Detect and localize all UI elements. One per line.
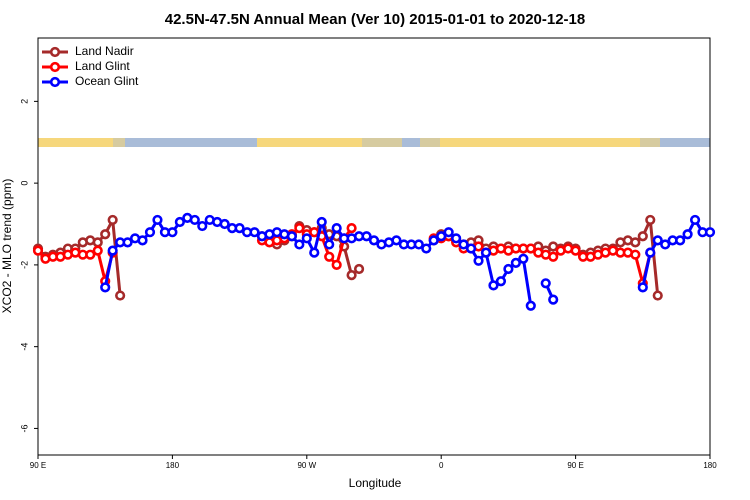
y-axis-label: XCO2 - MLO trend (ppm) bbox=[0, 179, 14, 314]
data-point bbox=[630, 237, 641, 248]
y-tick-label: 0 bbox=[19, 181, 29, 186]
data-point bbox=[32, 245, 44, 256]
data-point bbox=[518, 253, 529, 264]
x-axis-label: Longitude bbox=[349, 476, 402, 490]
x-tick-label: 90 W bbox=[297, 461, 316, 470]
data-point bbox=[391, 235, 402, 246]
data-point bbox=[167, 227, 178, 238]
data-point bbox=[428, 235, 439, 246]
data-point bbox=[645, 247, 656, 258]
x-tick-label: 180 bbox=[166, 461, 180, 470]
x-tick-label: 0 bbox=[439, 461, 444, 470]
data-point bbox=[637, 231, 648, 242]
data-point bbox=[85, 249, 96, 260]
x-tick-label: 90 E bbox=[567, 461, 583, 470]
data-point bbox=[316, 216, 327, 228]
legend-marker bbox=[49, 46, 61, 58]
data-point bbox=[324, 239, 335, 250]
data-point bbox=[152, 214, 163, 226]
data-point bbox=[436, 231, 447, 242]
data-point bbox=[495, 276, 507, 287]
data-point bbox=[540, 278, 551, 289]
x-tick-label: 180 bbox=[703, 461, 717, 470]
y-tick-label: -6 bbox=[19, 424, 29, 432]
data-point bbox=[301, 233, 312, 244]
data-point bbox=[704, 227, 716, 238]
data-point bbox=[353, 263, 365, 275]
data-point bbox=[249, 227, 260, 238]
data-point bbox=[324, 251, 335, 262]
data-point bbox=[294, 223, 305, 234]
y-tick-label: 2 bbox=[19, 99, 29, 104]
data-point bbox=[548, 251, 559, 262]
data-point bbox=[294, 239, 305, 250]
legend-marker bbox=[49, 76, 61, 88]
legend-label: Land Nadir bbox=[75, 44, 134, 58]
data-point bbox=[525, 300, 536, 311]
data-point bbox=[630, 249, 641, 260]
data-point bbox=[548, 294, 559, 305]
data-point bbox=[570, 245, 581, 256]
y-tick-label: -4 bbox=[19, 343, 29, 351]
data-point bbox=[652, 290, 663, 301]
data-point bbox=[361, 231, 372, 242]
series-line bbox=[103, 216, 710, 307]
data-point bbox=[458, 239, 469, 250]
data-point bbox=[421, 243, 432, 254]
map-strip bbox=[38, 138, 710, 147]
data-point bbox=[660, 239, 671, 250]
data-point bbox=[92, 237, 103, 248]
data-point bbox=[645, 214, 656, 226]
data-point bbox=[144, 227, 156, 238]
data-point bbox=[286, 231, 297, 242]
data-point bbox=[689, 214, 701, 226]
data-point bbox=[174, 216, 185, 228]
data-point bbox=[637, 282, 648, 293]
legend-label: Ocean Glint bbox=[75, 74, 139, 88]
data-point bbox=[473, 255, 484, 266]
data-point bbox=[488, 280, 499, 291]
x-tick-label: 90 E bbox=[30, 461, 46, 470]
data-point bbox=[525, 243, 536, 254]
data-point bbox=[122, 237, 133, 248]
data-point bbox=[309, 247, 320, 258]
data-point bbox=[682, 229, 693, 240]
data-point bbox=[107, 245, 118, 256]
data-point bbox=[331, 259, 342, 270]
data-point bbox=[652, 235, 663, 246]
data-point bbox=[675, 235, 686, 246]
data-point bbox=[465, 243, 477, 254]
data-point bbox=[368, 235, 380, 246]
chart-title: 42.5N-47.5N Annual Mean (Ver 10) 2015-01… bbox=[165, 11, 585, 28]
data-point bbox=[346, 223, 357, 234]
data-point bbox=[197, 220, 208, 232]
data-point bbox=[115, 290, 126, 301]
data-point bbox=[219, 218, 230, 230]
data-point bbox=[107, 214, 118, 226]
data-point bbox=[234, 223, 245, 234]
data-point bbox=[189, 214, 200, 226]
data-point bbox=[413, 239, 424, 250]
series bbox=[100, 212, 716, 311]
data-point bbox=[503, 263, 514, 275]
data-point bbox=[451, 233, 462, 244]
data-point bbox=[510, 257, 521, 268]
data-point bbox=[92, 245, 103, 256]
data-point bbox=[480, 247, 492, 258]
data-point bbox=[346, 270, 357, 281]
data-point bbox=[443, 227, 454, 238]
data-point bbox=[331, 223, 342, 234]
legend-marker bbox=[49, 61, 61, 73]
data-point bbox=[100, 282, 111, 293]
legend-label: Land Glint bbox=[75, 59, 130, 73]
y-tick-label: -2 bbox=[19, 261, 29, 269]
data-point bbox=[100, 229, 111, 240]
data-point bbox=[137, 235, 148, 246]
